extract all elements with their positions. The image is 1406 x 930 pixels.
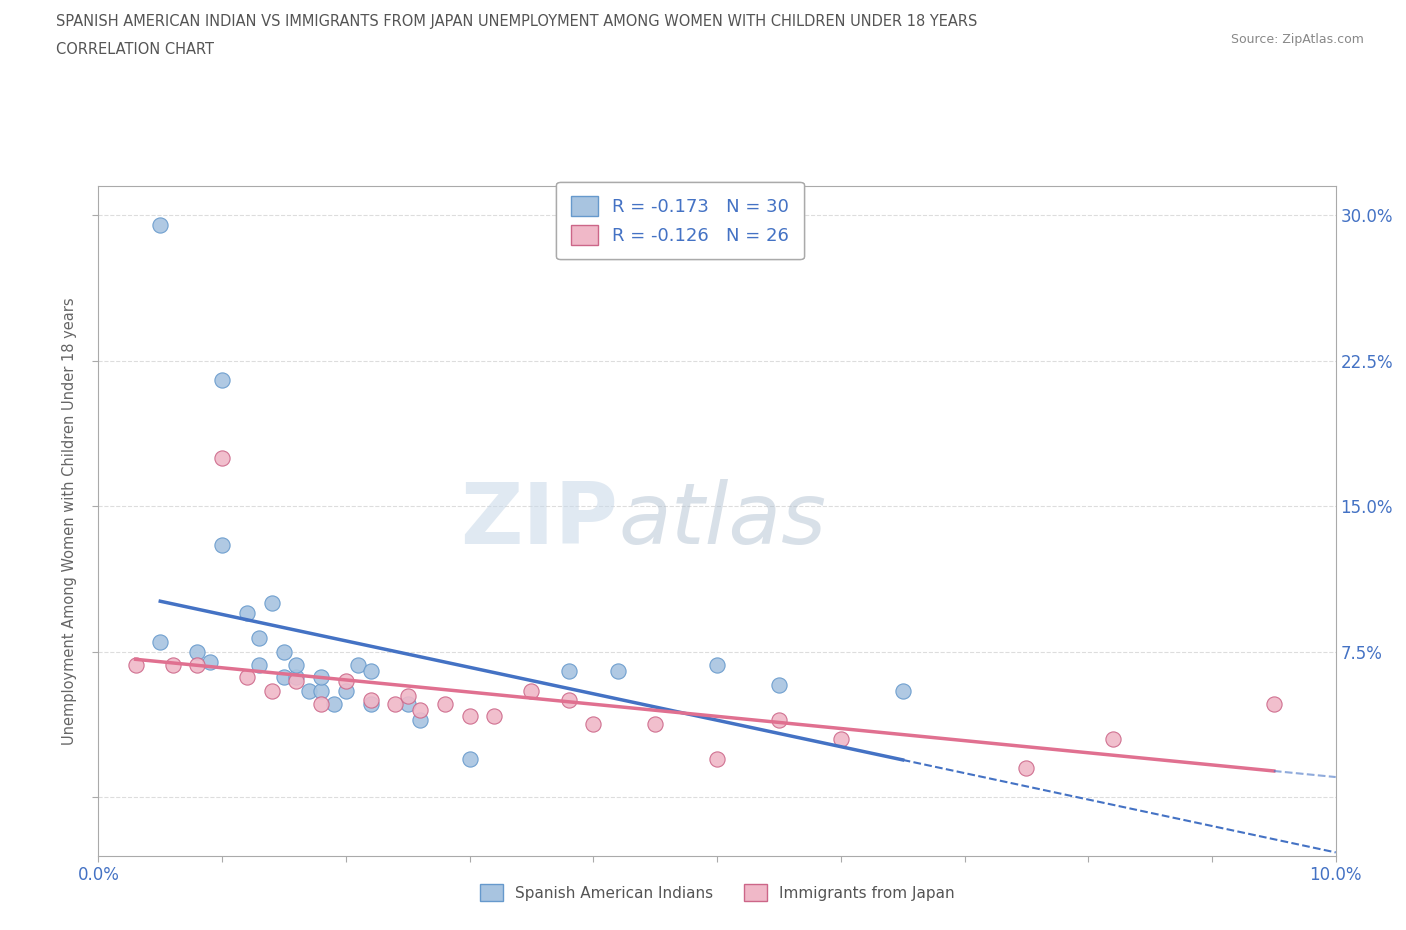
Point (360, 697, 382, 711)
Point (273, 644, 295, 659)
Legend: Spanish American Indians, Immigrants from Japan: Spanish American Indians, Immigrants fro… (474, 878, 960, 908)
Point (335, 684, 357, 698)
Point (1263, 697, 1285, 711)
Point (273, 670, 295, 684)
Point (309, 697, 332, 711)
Point (706, 658, 728, 672)
Point (433, 697, 456, 711)
Text: SPANISH AMERICAN INDIAN VS IMMIGRANTS FROM JAPAN UNEMPLOYMENT AMONG WOMEN WITH C: SPANISH AMERICAN INDIAN VS IMMIGRANTS FR… (56, 14, 977, 29)
Point (644, 716, 666, 731)
Point (285, 670, 308, 684)
Point (149, 634, 172, 649)
Point (360, 664, 382, 679)
Point (211, 450, 233, 465)
Point (347, 658, 370, 672)
Point (891, 684, 914, 698)
Point (335, 673, 357, 688)
Point (247, 631, 270, 645)
Y-axis label: Unemployment Among Women with Children Under 18 years: Unemployment Among Women with Children U… (62, 297, 77, 745)
Point (458, 751, 481, 766)
Point (520, 684, 543, 698)
Point (236, 605, 259, 620)
Point (706, 751, 728, 766)
Point (247, 658, 270, 672)
Point (557, 693, 579, 708)
Point (162, 658, 184, 672)
Point (396, 689, 419, 704)
Point (124, 658, 146, 672)
Point (322, 697, 344, 711)
Point (830, 732, 852, 747)
Point (768, 712, 790, 727)
Point (768, 677, 790, 692)
Point (198, 654, 221, 669)
Point (607, 664, 630, 679)
Point (384, 697, 406, 711)
Text: CORRELATION CHART: CORRELATION CHART (56, 42, 214, 57)
Point (396, 697, 419, 711)
Point (298, 684, 321, 698)
Point (582, 716, 605, 731)
Point (309, 684, 332, 698)
Point (557, 664, 579, 679)
Point (1102, 732, 1125, 747)
Point (186, 644, 208, 659)
Point (211, 538, 233, 552)
Point (211, 373, 233, 388)
Point (409, 712, 432, 727)
Point (285, 673, 308, 688)
Point (260, 596, 283, 611)
Point (260, 684, 283, 698)
Point (458, 709, 481, 724)
Point (1015, 761, 1038, 776)
Point (360, 693, 382, 708)
Point (236, 670, 259, 684)
Text: ZIP: ZIP (460, 479, 619, 563)
Point (409, 702, 432, 717)
Point (285, 658, 308, 672)
Point (484, 709, 506, 724)
Point (149, 218, 172, 232)
Point (309, 670, 332, 684)
Text: Source: ZipAtlas.com: Source: ZipAtlas.com (1230, 33, 1364, 46)
Legend: R = -0.173   N = 30, R = -0.126   N = 26: R = -0.173 N = 30, R = -0.126 N = 26 (557, 181, 804, 259)
Point (186, 658, 208, 672)
Text: atlas: atlas (619, 479, 827, 563)
